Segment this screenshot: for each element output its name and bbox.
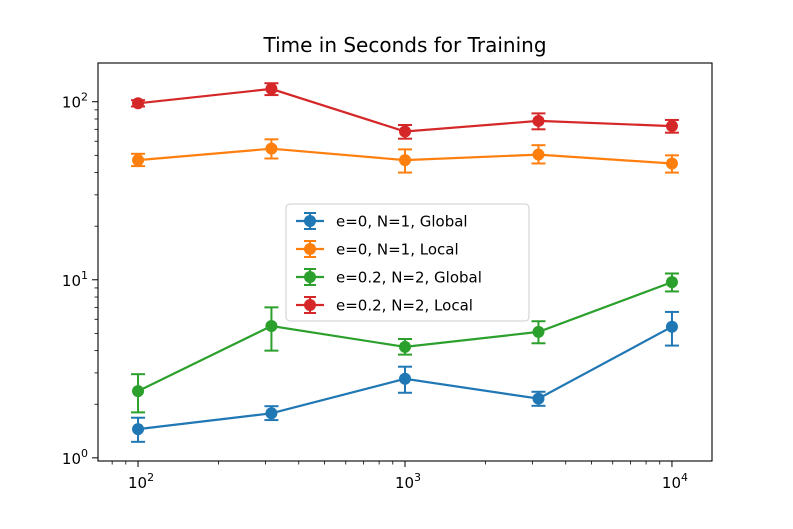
data-point [132, 97, 145, 110]
y-tick-label: 100 [62, 447, 88, 468]
legend-item: e=0, N=1, Local [296, 240, 459, 259]
legend-label: e=0, N=1, Global [336, 213, 468, 231]
data-point [532, 148, 545, 161]
data-point [398, 154, 411, 167]
legend-item: e=0, N=1, Global [296, 212, 468, 231]
data-point [265, 142, 278, 155]
legend-label: e=0, N=1, Local [336, 241, 459, 259]
legend-label: e=0.2, N=2, Global [336, 269, 482, 287]
legend: e=0, N=1, Global e=0, N=1, Local e=0.2, N=… [285, 203, 530, 322]
legend-item: e=0.2, N=2, Local [296, 296, 473, 315]
x-tick-label: 103 [395, 471, 421, 492]
data-point [665, 157, 678, 170]
x-tick-label: 104 [662, 471, 688, 492]
data-point [532, 114, 545, 127]
data-point [398, 340, 411, 353]
data-point [132, 423, 145, 436]
data-point [532, 325, 545, 338]
series-4 [131, 82, 679, 140]
legend-item: e=0.2, N=2, Global [296, 268, 482, 287]
data-point [665, 320, 678, 333]
minor-ticks [94, 109, 661, 465]
series-1 [131, 310, 679, 443]
data-point [132, 385, 145, 398]
y-tick-label: 101 [62, 269, 88, 290]
data-point [132, 154, 145, 167]
data-point [398, 372, 411, 385]
data-point [265, 407, 278, 420]
data-point [532, 392, 545, 405]
data-point [265, 320, 278, 333]
y-tick-label: 102 [62, 91, 88, 112]
major-ticks: 102 103 104 100 101 102 [62, 91, 688, 492]
series-2 [131, 138, 679, 174]
legend-label: e=0.2, N=2, Local [336, 297, 473, 315]
legend-box [285, 203, 530, 322]
data-point [398, 125, 411, 138]
series-layer [131, 82, 679, 443]
chart-title: Time in Seconds for Training [262, 33, 546, 57]
series-3 [131, 272, 679, 414]
x-tick-label: 102 [128, 471, 154, 492]
axes-frame [97, 62, 713, 462]
data-point [665, 120, 678, 133]
data-point [265, 82, 278, 95]
data-point [665, 276, 678, 289]
